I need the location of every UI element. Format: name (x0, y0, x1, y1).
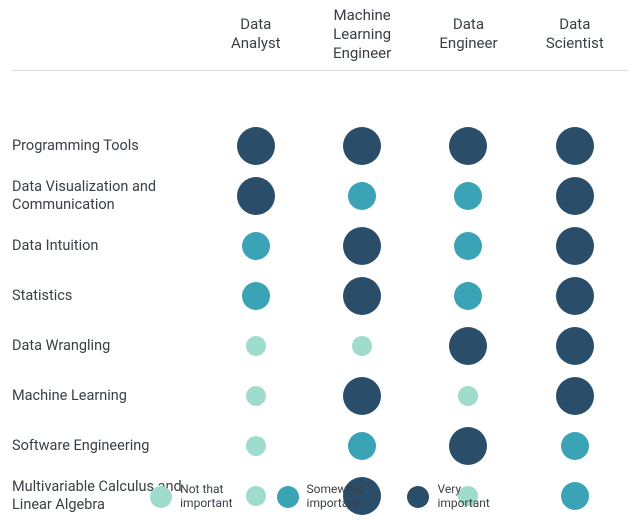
cell (522, 121, 628, 171)
importance-dot-icon (556, 277, 594, 315)
cell (203, 121, 309, 171)
cell (203, 371, 309, 421)
importance-dot-icon (246, 436, 266, 456)
importance-dot-icon (343, 277, 381, 315)
importance-dot-icon (449, 327, 487, 365)
cell (522, 221, 628, 271)
cell (415, 121, 521, 171)
importance-dot-icon (242, 232, 270, 260)
cell (203, 421, 309, 471)
importance-dot-icon (242, 282, 270, 310)
table-row: Software Engineering (12, 421, 628, 471)
cell (309, 121, 415, 171)
importance-dot-icon (454, 182, 482, 210)
col-header: MachineLearningEngineer (309, 6, 415, 71)
cell (203, 271, 309, 321)
importance-dot-icon (556, 377, 594, 415)
legend-item-not: Not thatimportant (150, 483, 232, 511)
cell (203, 221, 309, 271)
cell (203, 171, 309, 221)
importance-dot-icon (556, 327, 594, 365)
row-label: Data Intuition (12, 221, 203, 271)
row-label: Statistics (12, 271, 203, 321)
cell (309, 321, 415, 371)
importance-dot-icon (454, 232, 482, 260)
importance-dot-icon (561, 432, 589, 460)
row-label: Software Engineering (12, 421, 203, 471)
importance-dot-icon (556, 227, 594, 265)
cell (415, 321, 521, 371)
col-header: DataScientist (522, 6, 628, 71)
legend-item-very: Veryimportant (407, 483, 489, 511)
table-row: Data Wrangling (12, 321, 628, 371)
importance-dot-icon (556, 127, 594, 165)
table-body: Programming ToolsData Visualization and … (12, 71, 628, 521)
table-row: Statistics (12, 271, 628, 321)
header-blank (12, 6, 203, 71)
skills-matrix-chart: DataAnalyst MachineLearningEngineer Data… (0, 0, 640, 521)
importance-dot-icon (458, 386, 478, 406)
table-row: Data Visualization and Communication (12, 171, 628, 221)
importance-dot-icon (246, 386, 266, 406)
cell (522, 421, 628, 471)
cell (415, 421, 521, 471)
importance-dot-icon (246, 336, 266, 356)
importance-dot-icon (237, 127, 275, 165)
cell (522, 271, 628, 321)
importance-dot-icon (348, 432, 376, 460)
importance-dot-icon (352, 336, 372, 356)
cell (309, 421, 415, 471)
importance-dot-icon (237, 177, 275, 215)
importance-dot-icon (449, 127, 487, 165)
cell (309, 371, 415, 421)
col-header: DataEngineer (415, 6, 521, 71)
cell (309, 171, 415, 221)
cell (522, 371, 628, 421)
legend-label: Somewhatimportant (307, 483, 364, 511)
legend-dot-icon (150, 486, 172, 508)
row-label: Programming Tools (12, 121, 203, 171)
cell (415, 171, 521, 221)
importance-dot-icon (343, 377, 381, 415)
importance-dot-icon (556, 177, 594, 215)
row-label: Data Wrangling (12, 321, 203, 371)
cell (309, 271, 415, 321)
table-row: Programming Tools (12, 121, 628, 171)
cell (522, 321, 628, 371)
legend-label: Not thatimportant (180, 483, 232, 511)
legend: Not thatimportant Somewhatimportant Very… (0, 483, 640, 511)
importance-dot-icon (449, 427, 487, 465)
header-rule (12, 71, 628, 121)
legend-label: Veryimportant (437, 483, 489, 511)
row-label: Machine Learning (12, 371, 203, 421)
legend-dot-icon (407, 486, 429, 508)
table-row: Machine Learning (12, 371, 628, 421)
legend-dot-icon (277, 486, 299, 508)
table-row: Data Intuition (12, 221, 628, 271)
table-header: DataAnalyst MachineLearningEngineer Data… (12, 6, 628, 71)
cell (415, 271, 521, 321)
legend-item-somewhat: Somewhatimportant (277, 483, 364, 511)
cell (415, 221, 521, 271)
cell (203, 321, 309, 371)
cell (309, 221, 415, 271)
cell (415, 371, 521, 421)
cell (522, 171, 628, 221)
importance-dot-icon (454, 282, 482, 310)
skills-table: DataAnalyst MachineLearningEngineer Data… (12, 6, 628, 521)
col-header: DataAnalyst (203, 6, 309, 71)
importance-dot-icon (343, 227, 381, 265)
importance-dot-icon (343, 127, 381, 165)
importance-dot-icon (348, 182, 376, 210)
row-label: Data Visualization and Communication (12, 171, 203, 221)
